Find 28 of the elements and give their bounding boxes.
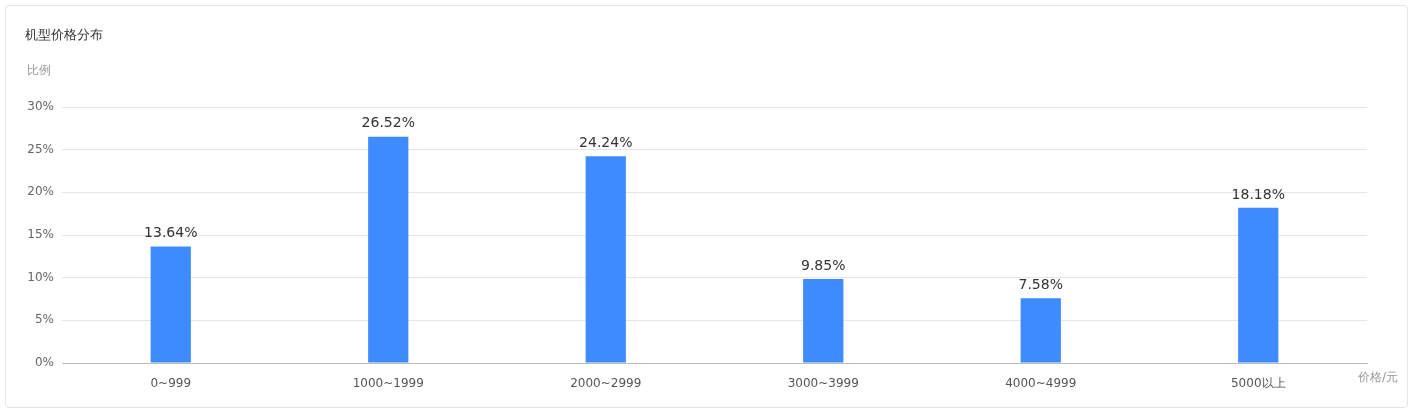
x-tick-label: 4000~4999 (1005, 376, 1077, 391)
y-tick-label: 10% (27, 269, 54, 284)
data-label: 13.64% (144, 224, 198, 241)
bar (150, 246, 191, 363)
y-axis-title: 比例 (27, 62, 51, 79)
bar (803, 278, 844, 363)
bar (585, 156, 626, 363)
x-tick-label: 2000~2999 (570, 376, 642, 391)
bar (368, 136, 409, 363)
data-label: 26.52% (361, 114, 415, 131)
y-tick-label: 0% (34, 355, 54, 370)
bar (1020, 298, 1061, 363)
x-tick-label: 0~999 (150, 376, 192, 391)
x-tick-label: 1000~1999 (352, 376, 424, 391)
bar (1238, 207, 1279, 363)
y-tick-label: 25% (27, 141, 54, 156)
y-tick-label: 20% (27, 184, 54, 199)
data-label: 18.18% (1231, 185, 1285, 202)
y-tick-label: 30% (27, 99, 54, 114)
data-label: 24.24% (579, 133, 633, 150)
data-label: 9.85% (801, 256, 846, 273)
x-tick-label: 5000以上 (1230, 376, 1286, 391)
x-tick-label: 3000~3999 (787, 376, 859, 391)
x-axis-title: 价格/元 (1358, 369, 1399, 386)
data-label: 7.58% (1018, 275, 1063, 292)
y-tick-label: 5% (34, 312, 54, 327)
chart-title: 机型价格分布 (25, 26, 103, 44)
y-tick-label: 15% (27, 227, 54, 242)
